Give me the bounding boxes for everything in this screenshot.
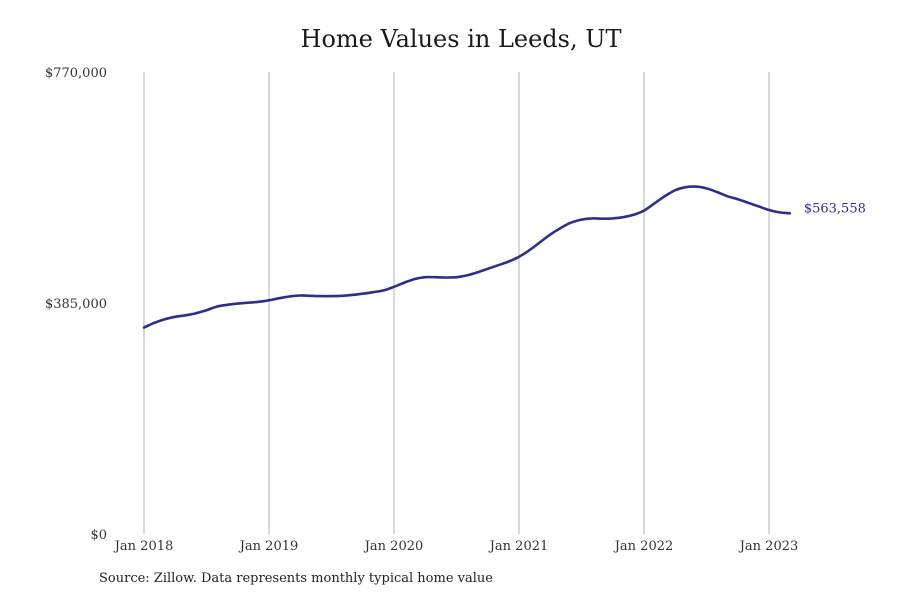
x-tick-label: Jan 2023	[738, 539, 799, 554]
x-axis-ticks: Jan 2018 Jan 2019 Jan 2020 Jan 2021 Jan 2022…	[113, 539, 799, 554]
x-tick-label: Jan 2021	[488, 539, 549, 554]
x-tick-label: Jan 2022	[613, 539, 674, 554]
y-tick-label: $385,000	[45, 297, 107, 312]
end-value-label: $563,558	[804, 201, 866, 216]
y-tick-label: $770,000	[45, 66, 107, 81]
gridlines	[143, 72, 770, 534]
x-tick-label: Jan 2020	[363, 539, 424, 554]
series-line	[142, 185, 792, 329]
x-tick-label: Jan 2019	[238, 539, 299, 554]
source-note: Source: Zillow. Data represents monthly …	[99, 571, 493, 586]
y-tick-label: $0	[90, 528, 107, 543]
series-layer: $563,558	[142, 185, 866, 329]
y-axis-ticks: $770,000 $385,000 $0	[45, 66, 107, 543]
x-tick-label: Jan 2018	[113, 539, 174, 554]
chart-title: Home Values in Leeds, UT	[300, 25, 622, 53]
